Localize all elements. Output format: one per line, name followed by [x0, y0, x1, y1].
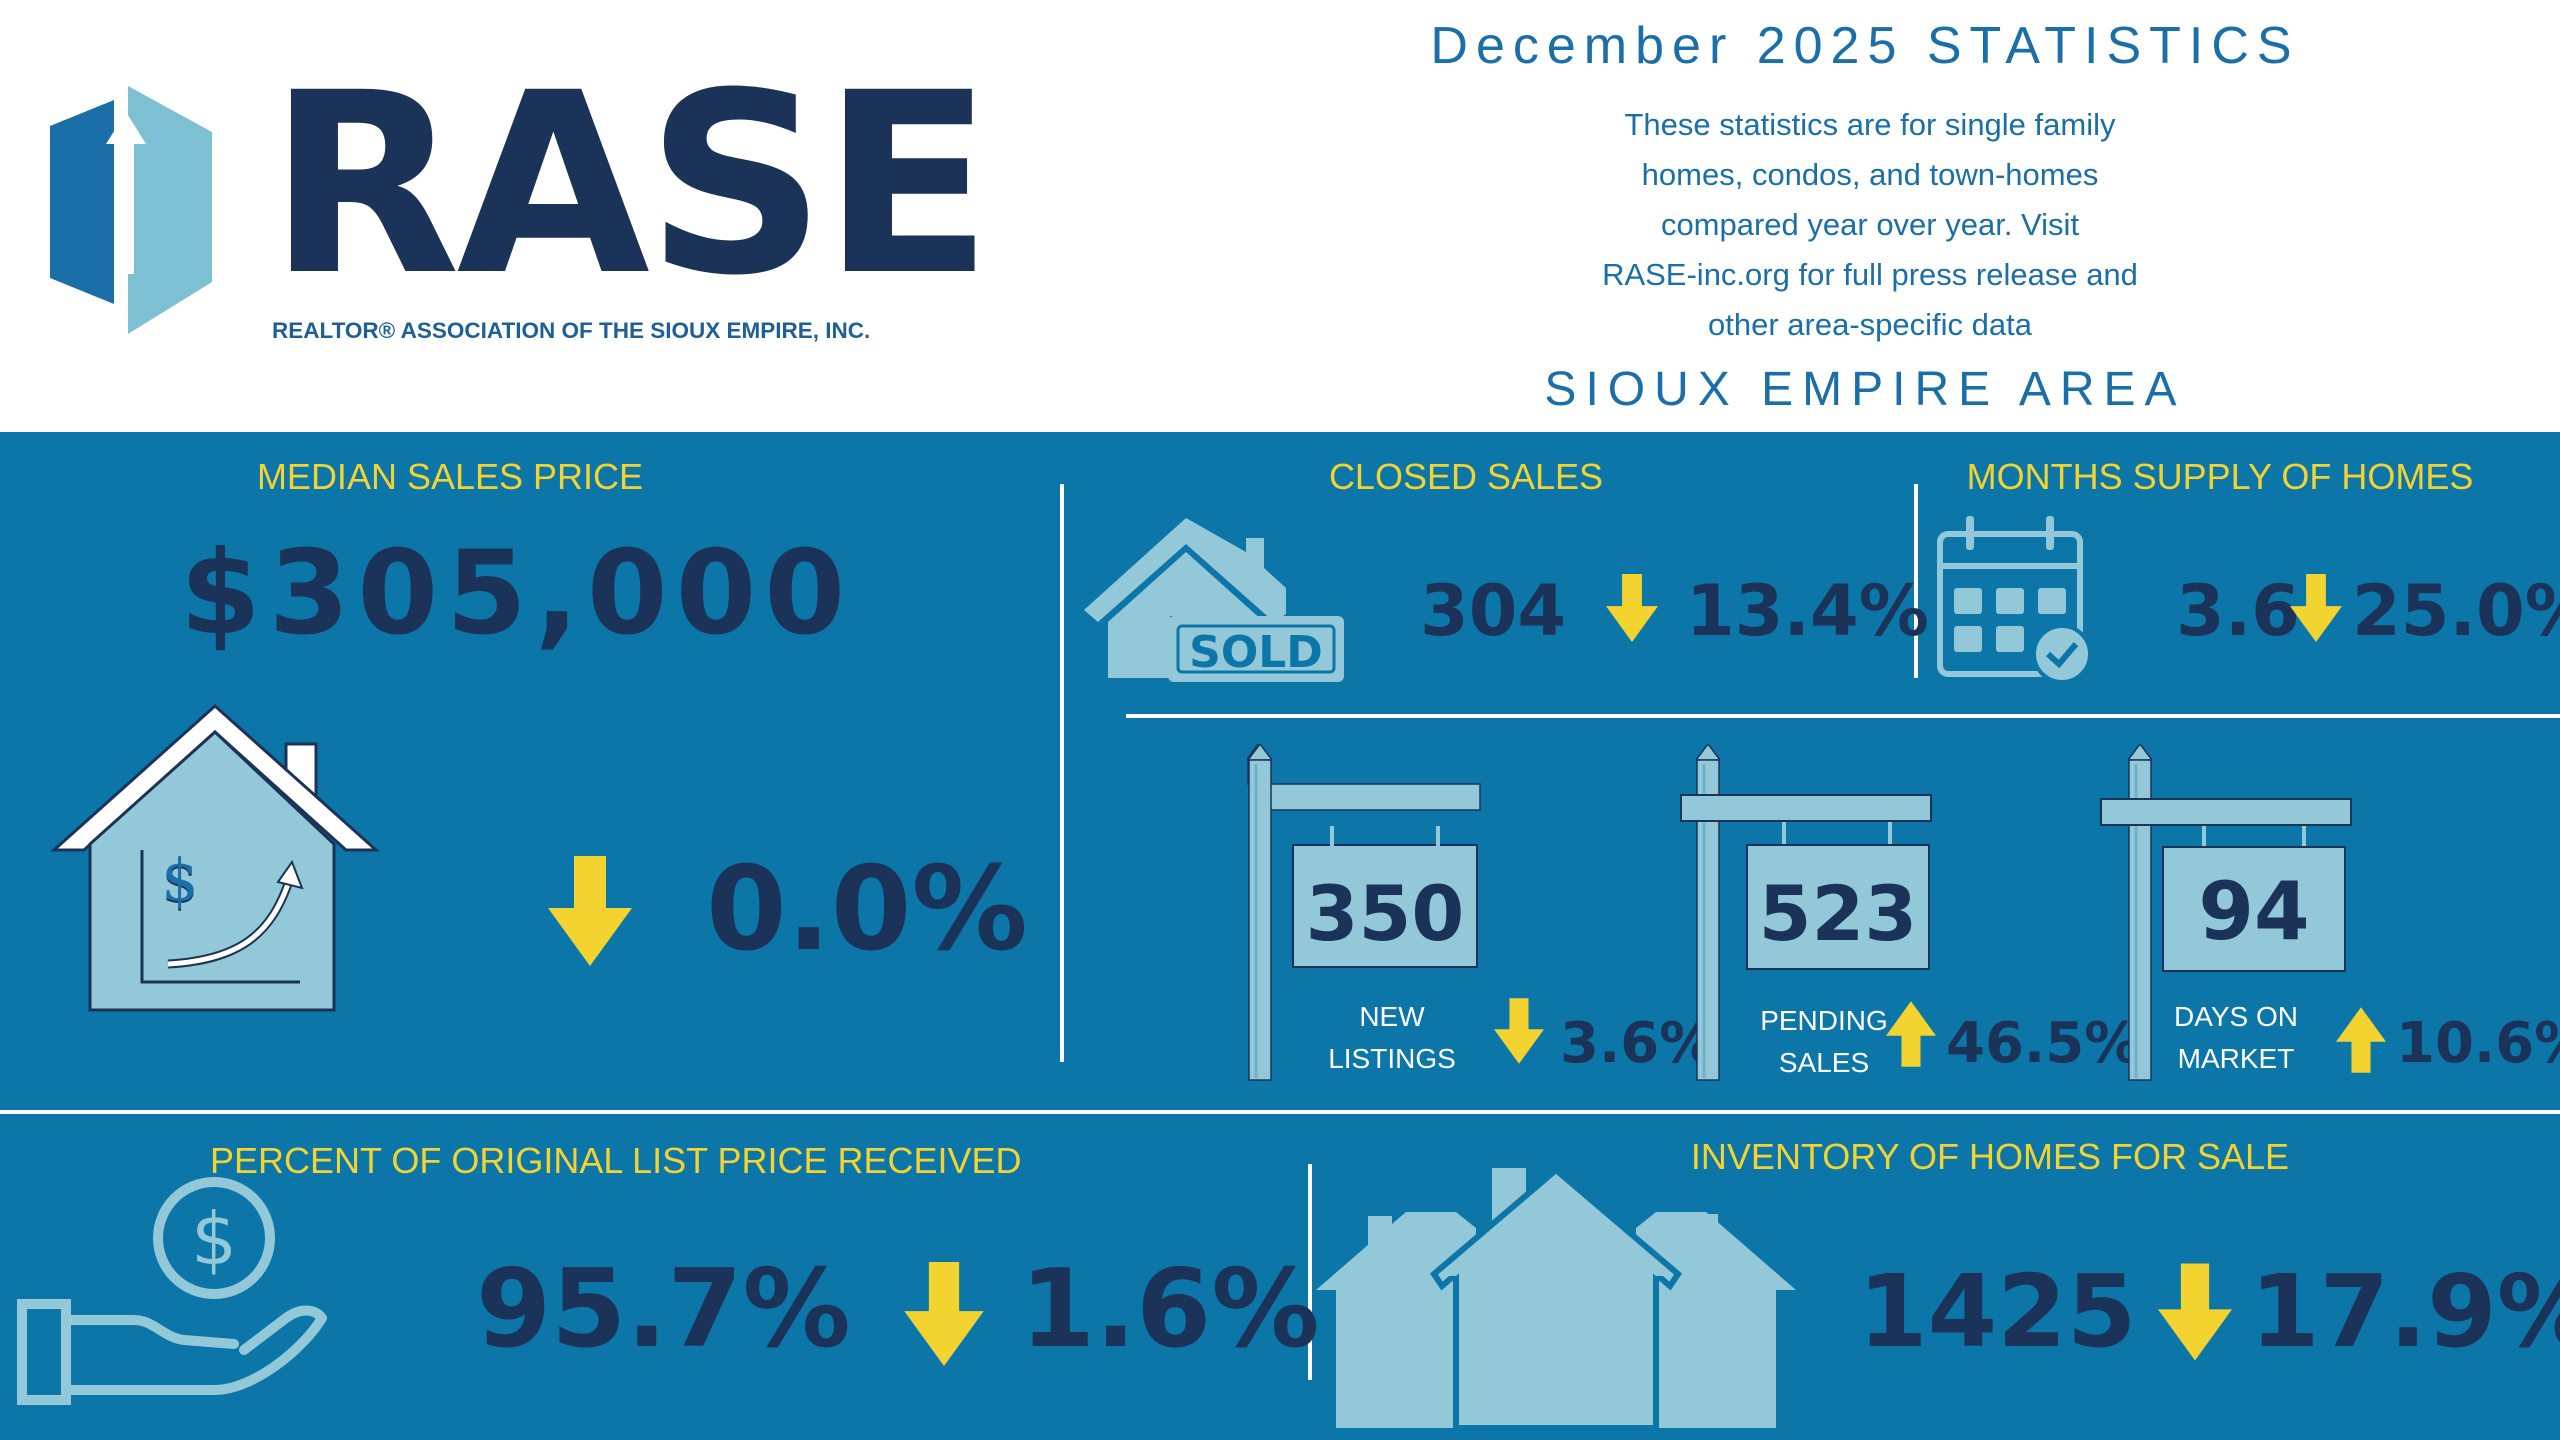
- rase-logo-mark: [46, 84, 216, 334]
- label-line: MARKET: [2177, 1043, 2295, 1074]
- dom-number: 94: [2198, 865, 2310, 958]
- header: [0, 0, 2560, 432]
- description-line: homes, condos, and town-homes: [1641, 157, 2099, 192]
- sold-house-icon: SOLD: [1080, 518, 1344, 682]
- dom-value: 94: [2162, 872, 2346, 952]
- arrow-down-icon: [1606, 572, 1658, 644]
- page-title: December 2025 STATISTICS: [1430, 17, 2300, 75]
- logo-subtitle: REALTOR® ASSOCIATION OF THE SIOUX EMPIRE…: [272, 318, 871, 343]
- house-chart-icon: $ $: [50, 702, 380, 1020]
- dom-change: 10.6%: [2396, 1011, 2560, 1076]
- sign-post: [1248, 744, 1272, 1082]
- sign-hanger: [1888, 822, 1892, 844]
- description-line: RASE-inc.org for full press release and: [1602, 257, 2138, 292]
- label-line: LISTINGS: [1328, 1043, 1456, 1074]
- closed-label: CLOSED SALES: [1328, 456, 1604, 497]
- new-listings-value: 350: [1292, 876, 1478, 952]
- new-listings-change: 3.6%: [1560, 1011, 1716, 1076]
- sign-board: [1292, 844, 1478, 968]
- description-line: These statistics are for single family: [1624, 107, 2116, 142]
- median-change: 0.0%: [706, 842, 1028, 977]
- pending-value: 523: [1746, 876, 1930, 952]
- description-line: other area-specific data: [1708, 307, 2032, 342]
- pct-list-change: 1.6%: [1020, 1247, 1320, 1372]
- pending-number: 523: [1758, 869, 1918, 958]
- svg-text:$: $: [191, 1197, 237, 1281]
- logo-wordmark: RASE: [268, 39, 993, 330]
- sign-hanger: [1330, 826, 1334, 846]
- pending-change: 46.5%: [1946, 1011, 2141, 1076]
- divider-horizontal: [1126, 714, 2560, 718]
- supply-change: 25.0%: [2352, 570, 2560, 652]
- inventory-value: 1425: [1858, 1253, 2137, 1370]
- hand-coin-icon: $: [14, 1168, 334, 1408]
- median-value: $305,000: [180, 526, 854, 661]
- arrow-up-icon: [1886, 1000, 1936, 1068]
- pct-list-label: PERCENT OF ORIGINAL LIST PRICE RECEIVED: [210, 1140, 1022, 1181]
- inventory-label: INVENTORY OF HOMES FOR SALE: [1690, 1136, 2290, 1177]
- pending-label: PENDING SALES: [1746, 1000, 1902, 1084]
- calendar-icon: [1936, 512, 2092, 684]
- divider-vertical: [1308, 1164, 1312, 1380]
- sign-hanger: [2302, 826, 2306, 846]
- divider-vertical: [1060, 484, 1064, 1062]
- supply-value: 3.6: [2176, 570, 2301, 652]
- median-label: MEDIAN SALES PRICE: [256, 456, 644, 497]
- sign-crossbar: [1680, 794, 1932, 822]
- dom-label: DAYS ON MARKET: [2156, 996, 2316, 1080]
- svg-text:$: $: [162, 848, 199, 916]
- new-listings-label: NEW LISTINGS: [1314, 996, 1470, 1080]
- supply-label: MONTHS SUPPLY OF HOMES: [1966, 456, 2474, 497]
- label-line: SALES: [1778, 1047, 1870, 1078]
- sign-board: [2162, 846, 2346, 972]
- sign-hanger: [1782, 822, 1786, 844]
- inventory-change: 17.9%: [2250, 1253, 2560, 1370]
- arrow-down-icon: [548, 856, 632, 966]
- closed-change: 13.4%: [1686, 570, 1929, 652]
- divider-horizontal: [0, 1110, 2560, 1114]
- sign-crossbar: [2100, 798, 2352, 826]
- arrow-down-icon: [2158, 1262, 2232, 1362]
- area-title: SIOUX EMPIRE AREA: [1544, 363, 2186, 416]
- new-listings-number: 350: [1305, 869, 1465, 958]
- arrow-up-icon: [2336, 1006, 2386, 1074]
- sign-hanger: [2202, 826, 2206, 846]
- svg-text:$: $: [162, 846, 199, 914]
- arrow-down-icon: [2290, 572, 2342, 644]
- label-line: PENDING: [1760, 1005, 1888, 1036]
- description-line: compared year over year. Visit: [1660, 207, 2080, 242]
- arrow-down-icon: [904, 1262, 984, 1366]
- divider-vertical: [1914, 484, 1918, 678]
- sign-hanger: [1436, 826, 1440, 846]
- sold-sign-text: SOLD: [1189, 627, 1323, 678]
- label-line: DAYS ON: [2174, 1001, 2298, 1032]
- houses-icon: [1316, 1168, 1796, 1428]
- pct-list-value: 95.7%: [476, 1247, 851, 1372]
- sign-post: [2128, 744, 2152, 1082]
- arrow-down-icon: [1494, 998, 1544, 1064]
- description: These statistics are for single family h…: [1520, 100, 2220, 350]
- label-line: NEW: [1359, 1001, 1425, 1032]
- closed-value: 304: [1420, 570, 1567, 652]
- sign-board: [1746, 844, 1930, 970]
